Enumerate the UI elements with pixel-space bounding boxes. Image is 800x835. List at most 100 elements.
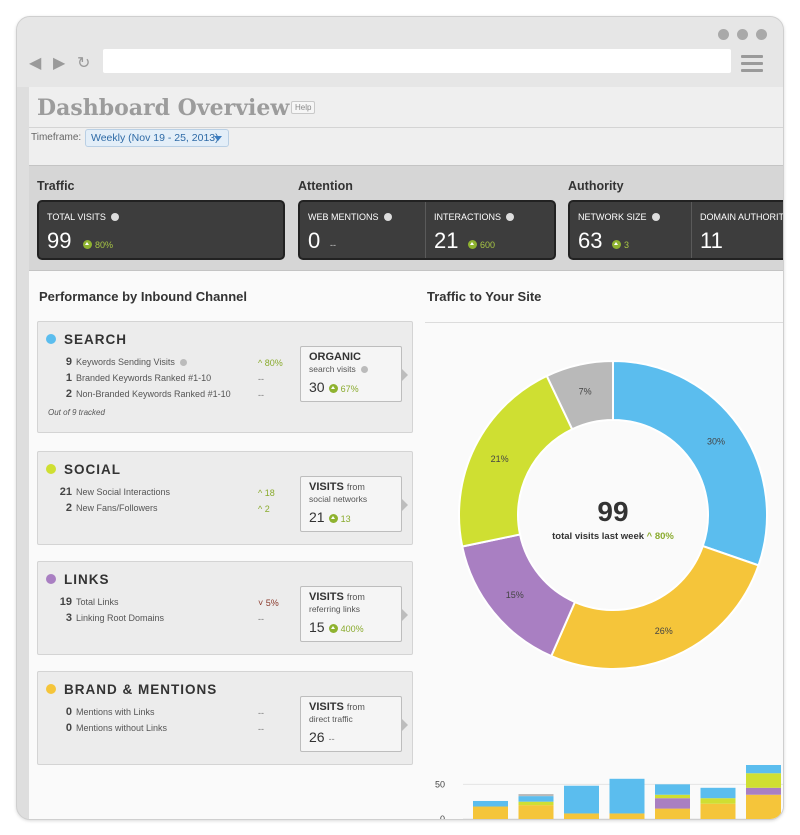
- donut-slice-other[interactable]: [545, 359, 614, 431]
- channel-heading: SEARCH: [46, 332, 127, 347]
- channel-row: 0 Mentions with Links: [65, 706, 155, 718]
- up-arrow-icon: [468, 240, 477, 249]
- bar-segment[interactable]: [564, 785, 599, 814]
- channel-heading: LINKS: [46, 572, 110, 587]
- metric-value: 0: [308, 228, 321, 253]
- hamburger-icon[interactable]: [741, 55, 763, 76]
- donut-slice-social[interactable]: [458, 374, 574, 548]
- authority-group-title: Authority: [568, 179, 624, 193]
- metric-label: TOTAL VISITS: [47, 212, 119, 222]
- up-arrow-icon: [328, 384, 338, 393]
- address-bar[interactable]: [103, 49, 731, 73]
- traffic-metric-box: TOTAL VISITS 99 80%: [37, 200, 285, 260]
- up-arrow-icon: [328, 624, 338, 633]
- channel-trend: --: [258, 390, 264, 400]
- bar-segment[interactable]: [609, 778, 645, 814]
- web-mentions-metric[interactable]: WEB MENTIONS 0 --: [300, 202, 425, 258]
- stat-subtitle: search visits: [309, 364, 368, 374]
- channel-row: 1 Branded Keywords Ranked #1-10: [65, 372, 212, 384]
- bar-segment[interactable]: [655, 798, 690, 809]
- donut-slice-label: 30%: [707, 437, 725, 447]
- donut-slice-label: 7%: [579, 387, 592, 397]
- bar-segment[interactable]: [518, 801, 554, 806]
- bar-segment[interactable]: [700, 787, 736, 799]
- browser-chrome: ◀ ▶ ↻: [17, 17, 783, 87]
- channel-heading: BRAND & MENTIONS: [46, 682, 217, 697]
- timeframe-dropdown[interactable]: Weekly (Nov 19 - 25, 2013): [85, 129, 229, 147]
- window-dot[interactable]: [737, 29, 748, 40]
- stat-subtitle: referring links: [309, 604, 361, 614]
- stat-value: 26 --: [309, 729, 335, 745]
- stat-title: VISITS from: [309, 591, 365, 603]
- window-dot[interactable]: [756, 29, 767, 40]
- timeframe-label: Timeframe:: [31, 132, 82, 143]
- bar-segment[interactable]: [655, 784, 690, 795]
- channel-trend: ˅ 5%: [258, 598, 279, 608]
- metric-label: WEB MENTIONS: [308, 212, 392, 222]
- search-color-dot: [46, 334, 56, 344]
- donut-slice-label: 26%: [655, 626, 673, 636]
- stat-title: ORGANIC: [309, 351, 361, 363]
- window-dot[interactable]: [718, 29, 729, 40]
- metric-label: DOMAIN AUTHORITY: [700, 212, 784, 222]
- up-arrow-icon: [83, 240, 92, 249]
- reload-icon[interactable]: ↻: [77, 53, 91, 72]
- info-icon[interactable]: [360, 366, 368, 373]
- bar-segment[interactable]: [746, 794, 781, 819]
- forward-arrow-icon[interactable]: ▶: [53, 53, 66, 72]
- bar-segment[interactable]: [473, 800, 508, 807]
- bar-segment[interactable]: [564, 813, 599, 819]
- authority-metric-box: NETWORK SIZE 63 3 DOMAIN AUTHORITY 11: [568, 200, 784, 260]
- channel-trend: --: [258, 374, 264, 384]
- donut-slice-brand-mentions[interactable]: [549, 544, 760, 670]
- channel-heading: SOCIAL: [46, 462, 121, 477]
- links-visits-box[interactable]: VISITS from referring links 15 400%: [300, 586, 408, 642]
- up-arrow-icon: [612, 240, 621, 249]
- channel-trend: --: [258, 724, 264, 734]
- donut-slice-label: 15%: [506, 590, 524, 600]
- traffic-bar-chart: 050100150: [425, 710, 783, 819]
- metric-delta: --: [330, 240, 336, 250]
- donut-slice-label: 21%: [491, 454, 509, 464]
- bar-segment[interactable]: [655, 808, 690, 819]
- domain-authority-metric[interactable]: DOMAIN AUTHORITY 11: [691, 202, 784, 258]
- social-visits-box[interactable]: VISITS from social networks 21 13: [300, 476, 408, 532]
- window-controls: [718, 29, 767, 40]
- divider: [29, 127, 783, 128]
- bar-segment[interactable]: [700, 803, 736, 819]
- back-arrow-icon[interactable]: ◀: [29, 53, 42, 72]
- info-icon[interactable]: [383, 213, 392, 221]
- donut-slice-search[interactable]: [612, 359, 768, 567]
- help-button[interactable]: Help: [291, 101, 316, 114]
- info-icon[interactable]: [506, 213, 515, 221]
- metrics-band: Traffic Attention Authority TOTAL VISITS…: [29, 165, 784, 271]
- info-icon[interactable]: [179, 359, 187, 366]
- total-visits-metric[interactable]: TOTAL VISITS 99 80%: [39, 202, 283, 258]
- main-content: Performance by Inbound Channel Traffic t…: [29, 271, 783, 819]
- direct-visits-box[interactable]: VISITS from direct traffic 26 --: [300, 696, 408, 752]
- bar-segment[interactable]: [609, 813, 645, 819]
- timeframe-value: Weekly (Nov 19 - 25, 2013): [91, 132, 219, 144]
- network-size-metric[interactable]: NETWORK SIZE 63 3: [570, 202, 691, 258]
- bar-segment[interactable]: [746, 752, 781, 774]
- bar-segment[interactable]: [655, 794, 690, 799]
- metric-delta: 600: [468, 240, 495, 250]
- interactions-metric[interactable]: INTERACTIONS 21 600: [425, 202, 554, 258]
- organic-visits-box[interactable]: ORGANIC search visits 30 67%: [300, 346, 408, 402]
- info-icon[interactable]: [110, 213, 119, 221]
- bar-segment[interactable]: [518, 805, 554, 819]
- bar-segment[interactable]: [518, 796, 554, 802]
- traffic-group-title: Traffic: [37, 179, 75, 193]
- bar-segment[interactable]: [746, 787, 781, 795]
- bar-segment[interactable]: [700, 798, 736, 804]
- bar-segment[interactable]: [746, 773, 781, 788]
- social-color-dot: [46, 464, 56, 474]
- tracked-footnote: Out of 9 tracked: [48, 408, 105, 417]
- bar-segment[interactable]: [518, 794, 554, 797]
- bar-segment[interactable]: [473, 806, 508, 819]
- up-arrow-icon: [328, 514, 338, 523]
- info-icon[interactable]: [651, 213, 660, 221]
- stat-title: VISITS from: [309, 701, 365, 713]
- divider: [425, 322, 783, 323]
- metric-delta: 80%: [83, 240, 113, 250]
